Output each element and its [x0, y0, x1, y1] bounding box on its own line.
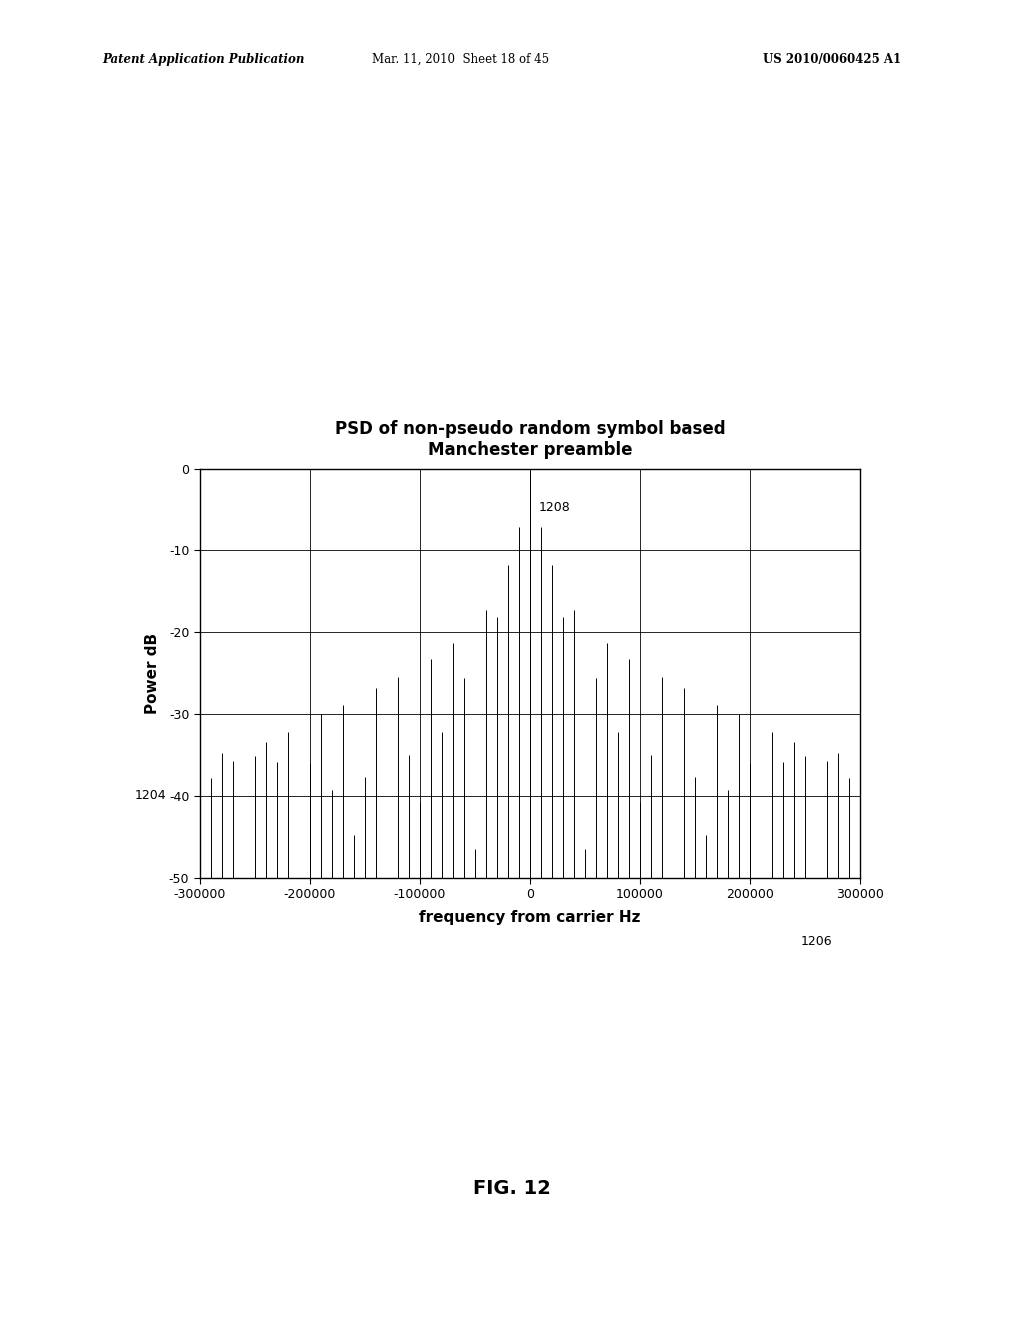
Text: Mar. 11, 2010  Sheet 18 of 45: Mar. 11, 2010 Sheet 18 of 45: [373, 53, 549, 66]
Text: 1204: 1204: [135, 789, 167, 803]
Title: PSD of non-pseudo random symbol based
Manchester preamble: PSD of non-pseudo random symbol based Ma…: [335, 420, 725, 459]
Text: FIG. 12: FIG. 12: [473, 1179, 551, 1197]
Text: Patent Application Publication: Patent Application Publication: [102, 53, 305, 66]
Y-axis label: Power dB: Power dB: [145, 632, 161, 714]
Text: 1208: 1208: [539, 502, 570, 515]
Text: US 2010/0060425 A1: US 2010/0060425 A1: [763, 53, 901, 66]
Text: 1206: 1206: [801, 935, 831, 948]
X-axis label: frequency from carrier Hz: frequency from carrier Hz: [419, 909, 641, 924]
